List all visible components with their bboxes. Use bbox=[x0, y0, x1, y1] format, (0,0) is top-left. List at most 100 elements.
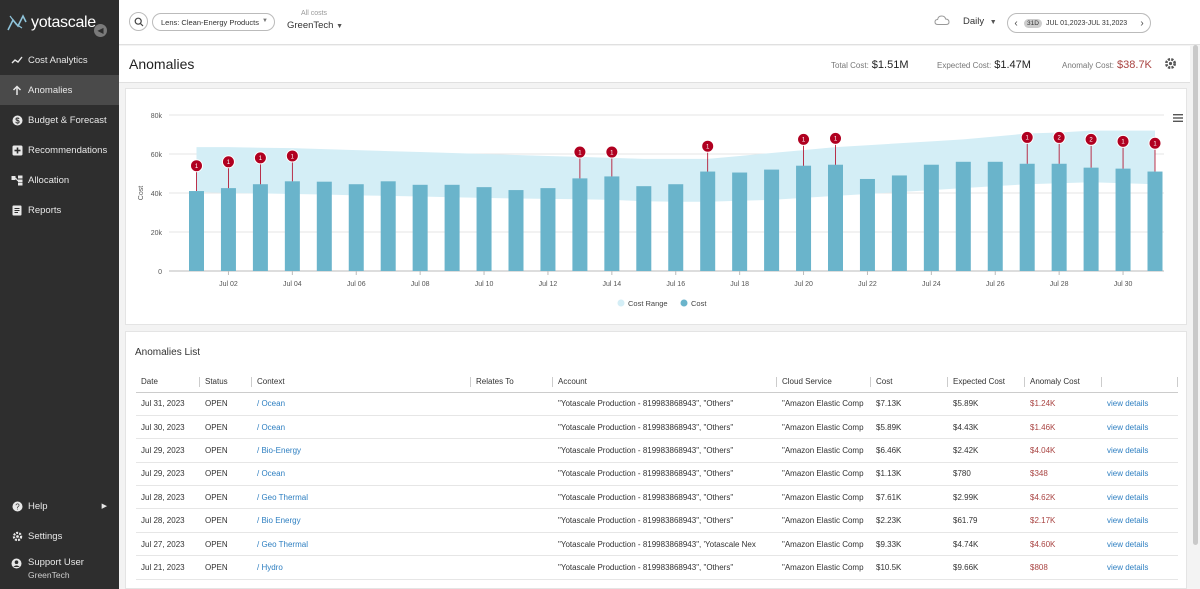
column-resize-handle[interactable] bbox=[947, 377, 948, 387]
table-row[interactable]: Jul 28, 2023 OPEN / Geo Thermal "Yotascale … bbox=[136, 485, 1178, 510]
cell-action[interactable]: view details bbox=[1102, 392, 1178, 416]
column-header-anomaly-cost[interactable]: Anomaly Cost bbox=[1025, 372, 1102, 393]
column-resize-handle[interactable] bbox=[776, 377, 777, 387]
cell-status: OPEN bbox=[200, 508, 252, 533]
table-row[interactable]: Jul 29, 2023 OPEN / Bio-Energy "Yotascale P… bbox=[136, 438, 1178, 463]
cell-context[interactable]: / Hydro bbox=[252, 555, 471, 580]
cost-bar bbox=[380, 181, 396, 271]
table-row[interactable]: Jul 31, 2023 OPEN / Ocean "Yotascale Produc… bbox=[136, 392, 1178, 416]
sidebar-item-reports[interactable]: Reports bbox=[0, 195, 119, 225]
cell-action[interactable]: view details bbox=[1102, 508, 1178, 533]
sidebar-item-budget-forecast[interactable]: $ Budget & Forecast bbox=[0, 105, 119, 135]
table-row[interactable]: Jul 30, 2023 OPEN / Ocean "Yotascale Produc… bbox=[136, 415, 1178, 440]
column-header-context[interactable]: Context bbox=[252, 372, 471, 393]
anomaly-marker bbox=[1020, 130, 1034, 144]
y-tick-label: 20k bbox=[151, 230, 163, 237]
anomaly-marker bbox=[573, 145, 587, 159]
sidebar-item-anomalies[interactable]: Anomalies bbox=[0, 75, 119, 105]
chevron-right-icon[interactable]: › bbox=[1140, 17, 1144, 29]
lens-selector-label: Lens: Clean-Energy Products bbox=[161, 17, 259, 27]
cell-date: Jul 28, 2023 bbox=[136, 485, 200, 510]
column-header-actions[interactable] bbox=[1102, 372, 1178, 393]
column-resize-handle[interactable] bbox=[552, 377, 553, 387]
sidebar-item-recommendations[interactable]: Recommendations bbox=[0, 135, 119, 165]
table-body: Jul 31, 2023 OPEN / Ocean "Yotascale Produc… bbox=[136, 392, 1178, 580]
cell-context[interactable]: / Bio-Energy bbox=[252, 438, 471, 463]
cell-context[interactable]: / Bio Energy bbox=[252, 508, 471, 533]
cell-service: "Amazon Elastic Comp bbox=[777, 392, 871, 416]
anomaly-marker bbox=[829, 131, 842, 145]
chevron-down-icon: ▼ bbox=[262, 18, 268, 24]
svg-text:$: $ bbox=[15, 116, 20, 125]
anomaly-marker bbox=[190, 159, 203, 173]
column-header-cloud-service[interactable]: Cloud Service bbox=[777, 372, 871, 393]
page-title: Anomalies bbox=[129, 56, 195, 72]
cell-context[interactable]: / Ocean bbox=[252, 462, 471, 487]
sidebar: yotascale ◀ Cost Analytics Anomalies $ Budg… bbox=[0, 0, 119, 589]
chevron-left-icon[interactable]: ‹ bbox=[1014, 17, 1018, 29]
cell-action[interactable]: view details bbox=[1102, 415, 1178, 440]
cost-bar bbox=[668, 184, 684, 271]
nav-help[interactable]: ? Help ▶ bbox=[0, 491, 119, 521]
anomaly-count-label: 1 bbox=[706, 145, 710, 151]
column-resize-handle[interactable] bbox=[1101, 377, 1102, 387]
column-header-label: Relates To bbox=[476, 377, 514, 387]
sidebar-item-label: Cost Analytics bbox=[28, 54, 88, 66]
total-cost-metric: Total Cost: $1.51M bbox=[831, 59, 909, 71]
date-range-picker[interactable]: ‹ 31D JUL 01,2023-JUL 31,2023 › bbox=[1007, 13, 1151, 33]
lens-selector[interactable]: Lens: Clean-Energy Products ▼ bbox=[152, 13, 275, 31]
cost-bar bbox=[955, 161, 971, 271]
table-row[interactable]: Jul 21, 2023 OPEN / Hydro "Yotascale Produc… bbox=[136, 555, 1178, 580]
table-row[interactable]: Jul 29, 2023 OPEN / Ocean "Yotascale Produc… bbox=[136, 462, 1178, 487]
date-range-badge: 31D bbox=[1024, 18, 1042, 28]
column-header-status[interactable]: Status bbox=[200, 372, 252, 393]
column-header-expected-cost[interactable]: Expected Cost bbox=[948, 372, 1025, 393]
cell-action[interactable]: view details bbox=[1102, 532, 1178, 557]
table-row[interactable]: Jul 28, 2023 OPEN / Bio Energy "Yotascale P… bbox=[136, 508, 1178, 533]
column-header-cost[interactable]: Cost bbox=[871, 372, 948, 393]
cell-action[interactable]: view details bbox=[1102, 438, 1178, 463]
column-resize-handle[interactable] bbox=[870, 377, 871, 387]
sidebar-item-allocation[interactable]: Allocation bbox=[0, 165, 119, 195]
chart-menu-icon[interactable] bbox=[1173, 113, 1183, 125]
cell-context[interactable]: / Geo Thermal bbox=[252, 532, 471, 557]
cell-context[interactable]: / Ocean bbox=[252, 392, 471, 416]
column-resize-handle[interactable] bbox=[470, 377, 471, 387]
cost-bar bbox=[316, 181, 332, 271]
search-button[interactable] bbox=[129, 12, 148, 31]
brand-name: yotascale bbox=[31, 13, 96, 31]
legend-cost-range-swatch bbox=[617, 299, 625, 307]
user-menu[interactable]: Support User GreenTech bbox=[0, 551, 119, 589]
cell-action[interactable]: view details bbox=[1102, 485, 1178, 510]
column-header-account[interactable]: Account bbox=[553, 372, 777, 393]
nav-settings[interactable]: Settings bbox=[0, 521, 119, 551]
column-header-date[interactable]: Date bbox=[136, 372, 200, 393]
cell-anomaly: $4.04K bbox=[1025, 438, 1102, 463]
table-row[interactable]: Jul 27, 2023 OPEN / Geo Thermal "Yotascale … bbox=[136, 532, 1178, 557]
column-header-label: Date bbox=[141, 377, 158, 387]
column-resize-handle[interactable] bbox=[199, 377, 200, 387]
costs-selector[interactable]: All costs GreenTech ▼ bbox=[287, 10, 343, 31]
column-resize-handle[interactable] bbox=[1177, 377, 1178, 387]
cell-relates bbox=[471, 508, 553, 533]
column-resize-handle[interactable] bbox=[251, 377, 252, 387]
collapse-sidebar-button[interactable]: ◀ bbox=[94, 24, 107, 37]
anomaly-chart-card: 0 20k 40k 60k 80k Cost Jul 02 Jul 04 Jul 06 Jul 0… bbox=[125, 88, 1187, 325]
x-tick-label: Jul 30 bbox=[1114, 281, 1133, 288]
cost-bar bbox=[284, 181, 300, 271]
cell-context[interactable]: / Ocean bbox=[252, 415, 471, 440]
anomaly-count-label: 1 bbox=[291, 154, 295, 160]
cloud-icon[interactable] bbox=[934, 14, 950, 29]
cell-action[interactable]: view details bbox=[1102, 555, 1178, 580]
page-scrollbar[interactable] bbox=[1193, 45, 1198, 545]
cell-anomaly: $1.24K bbox=[1025, 392, 1102, 416]
page-settings-gear-icon[interactable] bbox=[1164, 57, 1177, 73]
sidebar-item-cost-analytics[interactable]: Cost Analytics bbox=[0, 45, 119, 75]
cell-account: "Yotascale Production - 819983868943", "… bbox=[553, 485, 777, 510]
cell-action[interactable]: view details bbox=[1102, 462, 1178, 487]
column-header-relates-to[interactable]: Relates To bbox=[471, 372, 553, 393]
cost-bar bbox=[508, 190, 524, 271]
granularity-selector[interactable]: Daily ▼ bbox=[963, 16, 997, 27]
cell-context[interactable]: / Geo Thermal bbox=[252, 485, 471, 510]
column-resize-handle[interactable] bbox=[1024, 377, 1025, 387]
